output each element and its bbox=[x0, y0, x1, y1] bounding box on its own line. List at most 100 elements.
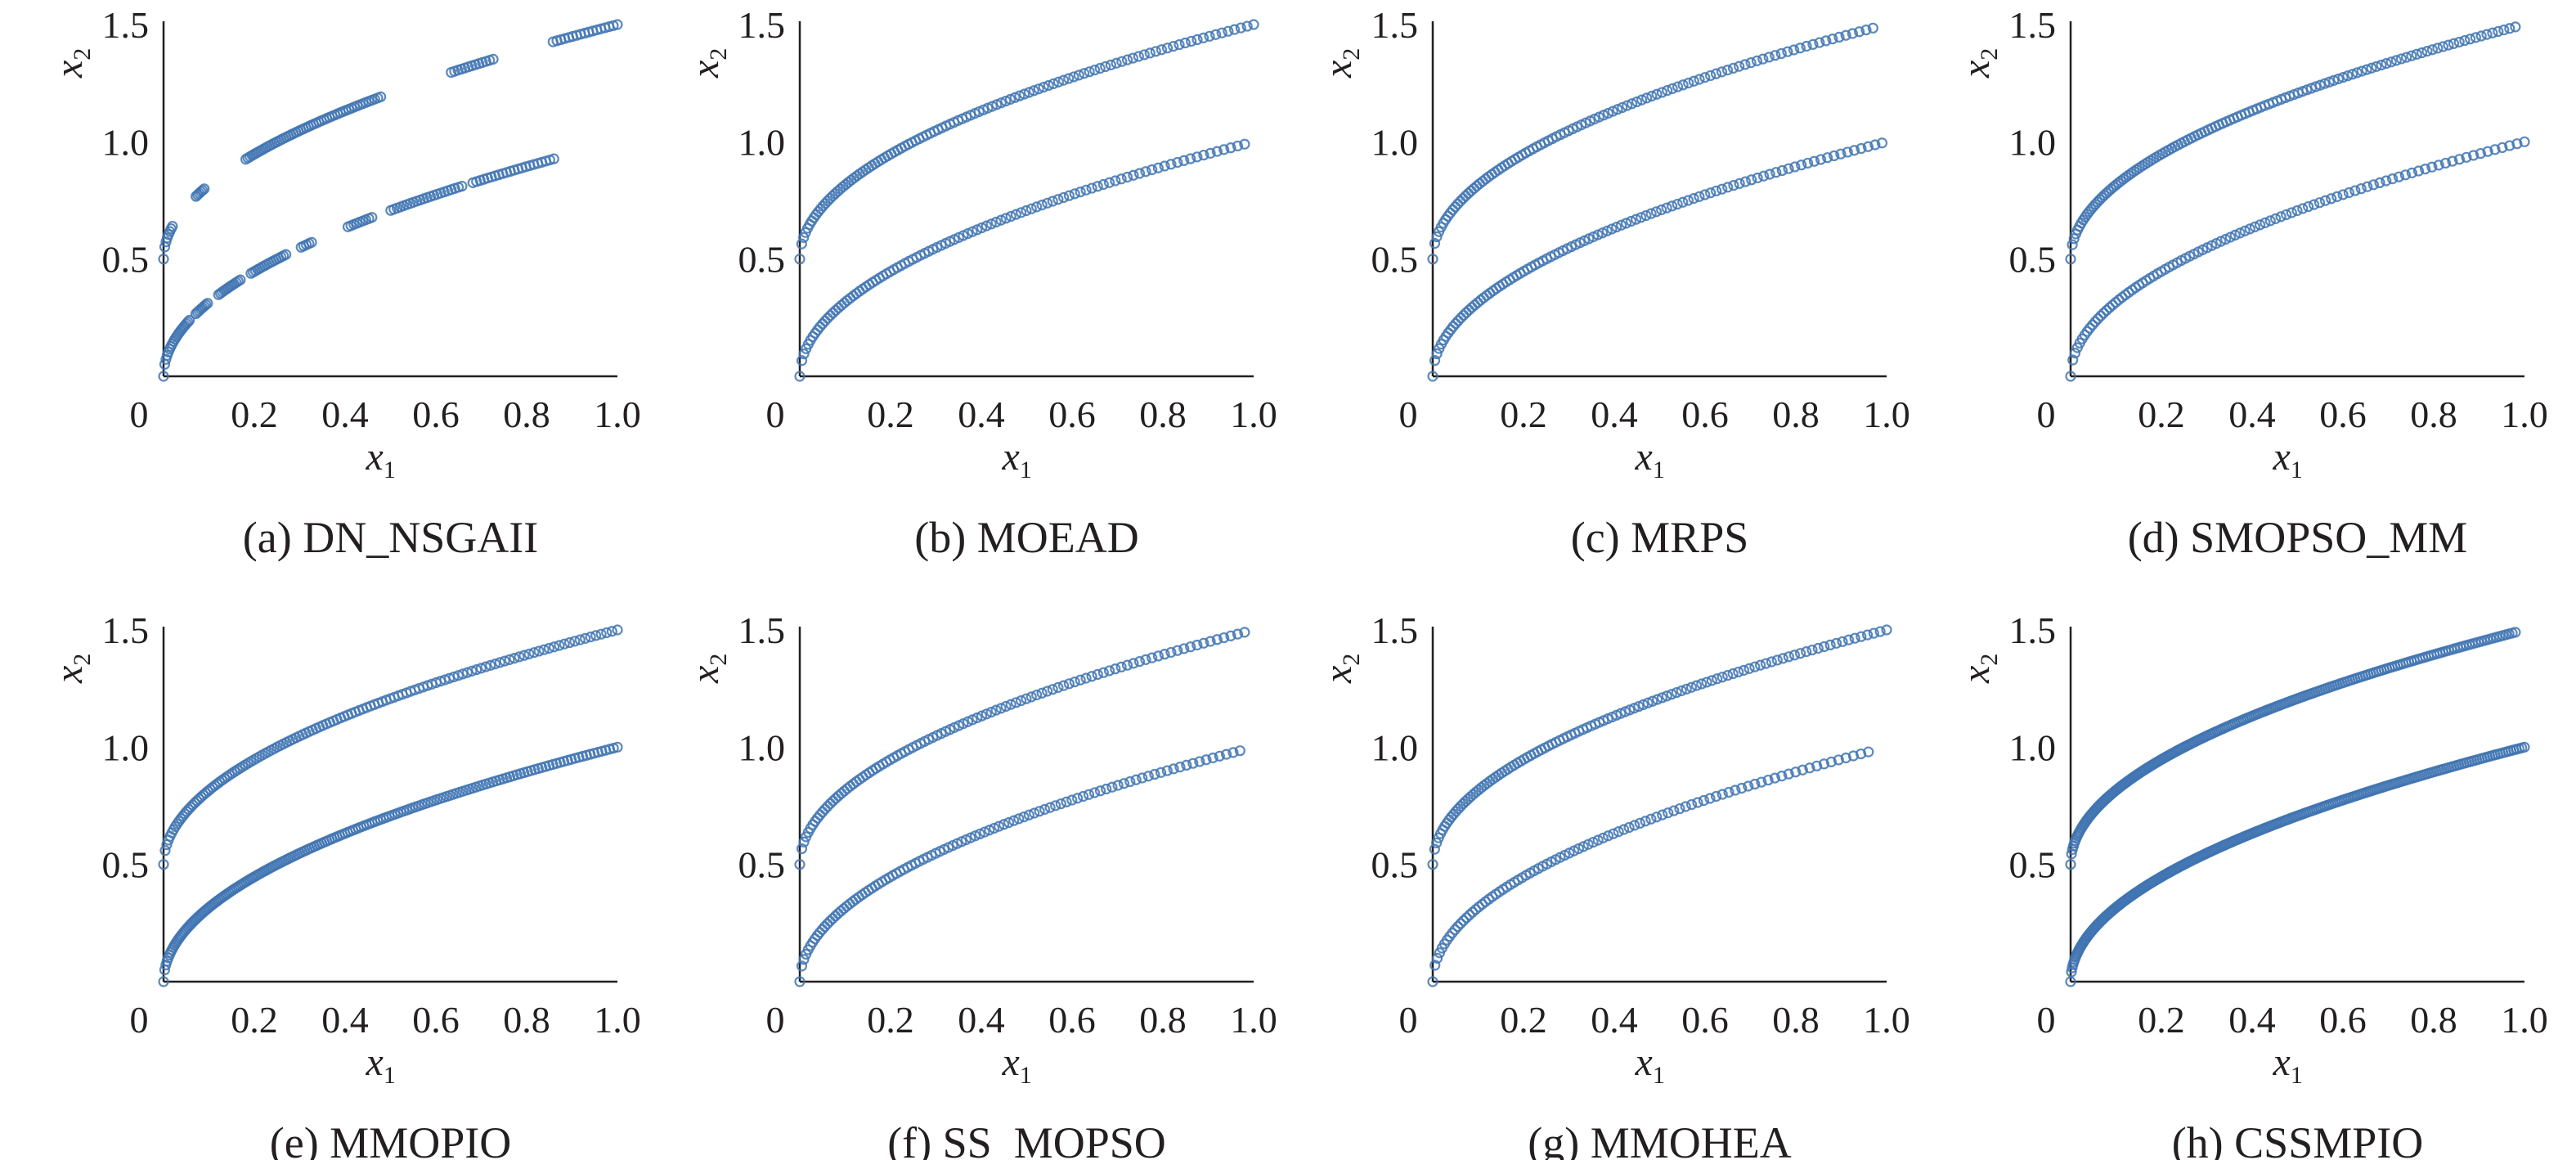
x-tick-label: 0 bbox=[2037, 999, 2056, 1041]
data-point bbox=[2504, 140, 2515, 151]
y-tick-label: 1.5 bbox=[738, 4, 786, 46]
data-point bbox=[2481, 29, 2493, 40]
data-point bbox=[606, 626, 617, 637]
data-point bbox=[1156, 44, 1167, 56]
data-point bbox=[1582, 839, 1594, 850]
data-point bbox=[1069, 188, 1080, 200]
data-point bbox=[1216, 27, 1227, 38]
data-point bbox=[1833, 31, 1845, 43]
data-point bbox=[528, 647, 540, 659]
data-point bbox=[2386, 173, 2399, 185]
data-point bbox=[1063, 190, 1075, 201]
data-point bbox=[2443, 39, 2454, 51]
x-tick-label: 0.6 bbox=[1048, 393, 1096, 435]
y-tick-label: 1.5 bbox=[1371, 4, 1419, 46]
data-point bbox=[981, 220, 992, 232]
x-tick-label: 0.2 bbox=[231, 393, 278, 435]
y-axis-label: x2 bbox=[1954, 654, 2003, 684]
data-point bbox=[585, 632, 596, 643]
data-point bbox=[1033, 83, 1044, 95]
data-point bbox=[1014, 90, 1025, 101]
data-point bbox=[2401, 52, 2412, 63]
data-point bbox=[1223, 25, 1234, 37]
data-point bbox=[466, 665, 478, 677]
data-point bbox=[1110, 175, 1121, 187]
data-point bbox=[184, 314, 195, 326]
data-point bbox=[2497, 142, 2508, 154]
data-point bbox=[2356, 65, 2367, 77]
data-point bbox=[1127, 52, 1139, 64]
data-point bbox=[2337, 71, 2349, 83]
data-point bbox=[1235, 22, 1246, 34]
data-point bbox=[1794, 648, 1806, 659]
x-tick-label: 0.4 bbox=[321, 999, 369, 1041]
data-point bbox=[1121, 54, 1133, 65]
data-point bbox=[2065, 859, 2076, 870]
data-point bbox=[1842, 146, 1853, 158]
data-point bbox=[1770, 167, 1782, 178]
data-point bbox=[1626, 98, 1638, 110]
data-point bbox=[590, 630, 602, 641]
data-point bbox=[1734, 61, 1745, 72]
data-point bbox=[1005, 210, 1016, 223]
data-point bbox=[1239, 138, 1250, 150]
y-axis-label: x2 bbox=[47, 654, 96, 684]
data-point bbox=[1205, 147, 1216, 159]
data-point bbox=[2504, 23, 2515, 34]
series-lower bbox=[158, 741, 623, 987]
x-tick-label: 0.4 bbox=[2228, 393, 2276, 435]
data-point bbox=[2351, 67, 2363, 79]
data-point bbox=[1854, 26, 1865, 38]
data-point bbox=[1165, 646, 1177, 659]
x-tick-label: 1.0 bbox=[1863, 999, 1910, 1041]
data-point bbox=[1218, 632, 1230, 644]
data-point bbox=[1771, 654, 1783, 666]
series-upper bbox=[2065, 627, 2521, 870]
x-tick-label: 0.2 bbox=[867, 393, 914, 435]
y-axis-label: x2 bbox=[1317, 48, 1365, 79]
data-point bbox=[1721, 65, 1734, 76]
y-tick-label: 0.5 bbox=[738, 239, 786, 281]
data-point bbox=[2092, 313, 2104, 325]
y-tick-label: 0.5 bbox=[1371, 844, 1419, 886]
data-point bbox=[1749, 661, 1761, 672]
data-point bbox=[1840, 752, 1851, 764]
data-point bbox=[2385, 56, 2397, 68]
data-point bbox=[2346, 69, 2358, 80]
data-point bbox=[2448, 38, 2460, 49]
data-point bbox=[2475, 147, 2486, 160]
data-point bbox=[1038, 81, 1049, 93]
x-tick-label: 0.2 bbox=[867, 999, 914, 1041]
data-point bbox=[1683, 77, 1694, 89]
data-point bbox=[1728, 180, 1739, 191]
x-tick-label: 0 bbox=[130, 393, 149, 435]
data-point bbox=[200, 299, 212, 311]
data-point bbox=[1630, 214, 1642, 225]
data-point bbox=[1634, 817, 1645, 829]
data-point bbox=[1225, 142, 1236, 154]
data-point bbox=[1116, 56, 1128, 67]
data-point bbox=[1427, 859, 1438, 870]
data-point bbox=[1783, 651, 1794, 663]
data-point bbox=[548, 153, 559, 164]
data-point bbox=[1710, 68, 1722, 79]
data-point bbox=[1730, 785, 1741, 796]
data-point bbox=[1429, 237, 1441, 250]
data-point bbox=[197, 185, 209, 196]
data-point bbox=[995, 703, 1007, 714]
data-point bbox=[1101, 783, 1112, 795]
data-point bbox=[1094, 785, 1106, 797]
data-point bbox=[1790, 767, 1802, 778]
data-point bbox=[1842, 634, 1855, 645]
data-point bbox=[1824, 639, 1836, 650]
series-lower bbox=[794, 138, 1250, 382]
data-point bbox=[1427, 976, 1438, 987]
data-point bbox=[1461, 912, 1472, 924]
data-point bbox=[2420, 164, 2431, 175]
data-point bbox=[2244, 223, 2255, 235]
data-point bbox=[1031, 201, 1043, 213]
x-tick-label: 0 bbox=[766, 999, 785, 1041]
y-tick-label: 0.5 bbox=[738, 844, 786, 886]
x-tick-label: 0.6 bbox=[412, 999, 460, 1041]
